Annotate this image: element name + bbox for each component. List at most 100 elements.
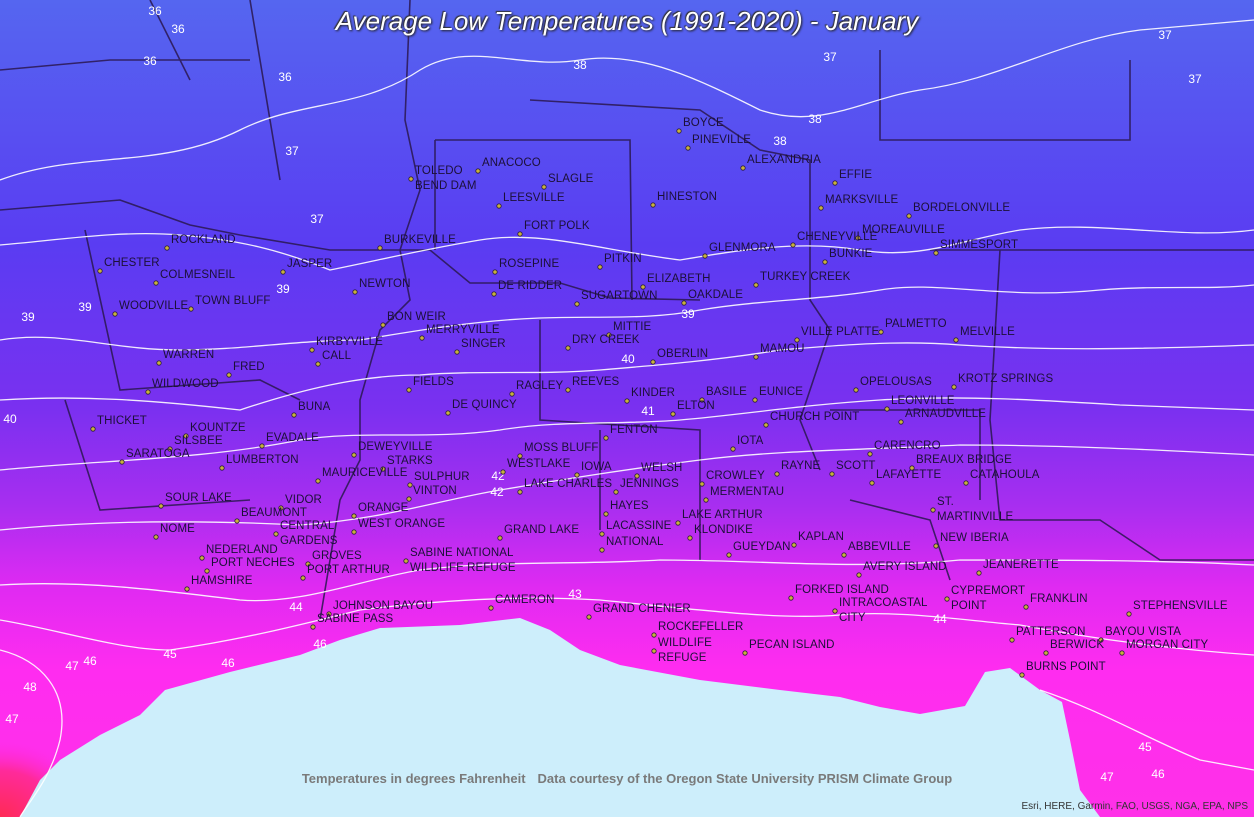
city-dot [407,482,413,488]
isotherm-label: 39 [78,300,92,314]
source-note: Data courtesy of the Oregon State Univer… [537,771,953,786]
city-dot [509,391,515,397]
city-dot [475,168,481,174]
city-label: GLENMORA [709,242,776,254]
city-label: GROVES [312,550,362,562]
isotherm-label: 40 [621,352,635,366]
city-dot [377,245,383,251]
isotherm-label: 36 [143,54,157,68]
city-dot [742,650,748,656]
city-dot [90,426,96,432]
city-label: IOWA [581,461,612,473]
city-dot [788,595,794,601]
city-label: MAURICEVILLE [322,467,408,479]
city-label: WARREN [163,349,215,361]
city-label: HAYES [610,500,649,512]
city-dot [699,481,705,487]
isotherm-label: 38 [573,58,587,72]
city-label: LAKE CHARLES [524,478,613,490]
city-dot [597,264,603,270]
city-label: CHURCH POINT [770,411,860,423]
city-dot [497,535,503,541]
city-dot [963,480,969,486]
city-dot [878,329,884,335]
city-dot [403,558,409,564]
city-label: SABINE PASS [317,613,394,625]
isotherm-label: 37 [1158,28,1172,42]
city-dot [832,180,838,186]
city-label: THICKET [97,415,147,427]
city-label: MORGAN CITY [1126,639,1209,651]
isotherm [0,19,1254,181]
city-dot [930,507,936,513]
city-label: RAGLEY [516,380,564,392]
city-dot [670,411,676,417]
city-label: IOTA [737,435,764,447]
city-dot [406,496,412,502]
city-label: ALEXANDRIA [747,154,821,166]
city-dot [933,250,939,256]
city-label: MOSS BLUFF [524,442,599,454]
city-dot [730,446,736,452]
city-label: DE RIDDER [498,280,563,292]
city-label: FENTON [610,424,658,436]
city-dot [855,235,861,241]
city-dot [1019,672,1025,678]
city-label: GUEYDAN [733,541,791,553]
city-label: PECAN ISLAND [749,639,835,651]
city-dot [933,543,939,549]
city-dot [675,520,681,526]
city-dot [818,205,824,211]
city-label: BUNA [298,401,331,413]
city-label: NOME [160,523,195,535]
city-dot [740,165,746,171]
city-dot [752,397,758,403]
city-label: ROSEPINE [499,258,560,270]
city-label: CENTRAL GARDENS [280,520,338,547]
city-label: EFFIE [839,169,873,181]
city-label: BORDELONVILLE [913,202,1011,214]
city-label: NEDERLAND [206,544,278,556]
city-dot [884,406,890,412]
city-label: BOYCE [683,117,724,129]
city-dot [822,259,828,265]
city-dot [226,372,232,378]
city-label: MERRYVILLE [426,324,500,336]
city-label: FRANKLIN [1030,593,1088,605]
isotherm-label: 45 [1138,740,1152,754]
city-label: MELVILLE [960,326,1015,338]
city-label: PORT NECHES [211,557,295,569]
boundary [434,139,633,301]
boundary [64,229,301,511]
isotherm-label: 36 [171,22,185,36]
city-dot [565,345,571,351]
city-label: SILSBEE [174,435,223,447]
city-dot [496,203,502,209]
city-dot [703,497,709,503]
city-dot [790,242,796,248]
city-dot [853,387,859,393]
city-label: CAMERON [495,594,555,606]
isotherm-label: 39 [681,307,695,321]
city-dot [687,535,693,541]
city-dot [112,311,118,317]
city-dot [599,547,605,553]
city-dot [310,624,316,630]
map-title: Average Low Temperatures (1991-2020) - J… [335,6,919,36]
city-dot [634,473,640,479]
city-dot [188,306,194,312]
city-dot [702,253,708,259]
isotherm-label: 38 [773,134,787,148]
city-label: LACASSINE [606,520,672,532]
city-label: OBERLIN [657,348,709,360]
city-dot [352,289,358,295]
city-dot [603,435,609,441]
city-label: ST. MARTINVILLE [937,496,1014,523]
isotherm-label: 47 [5,712,19,726]
city-dot [726,552,732,558]
city-label: BERWICK [1050,639,1105,651]
city-label: INTRACOASTAL CITY [839,597,928,624]
boundary [539,320,701,560]
